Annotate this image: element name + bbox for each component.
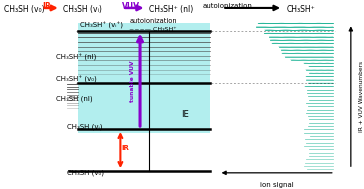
Text: CH₃SH⁺: CH₃SH⁺ bbox=[286, 5, 315, 14]
Text: CH₃SH (v₀): CH₃SH (v₀) bbox=[67, 170, 104, 177]
Text: CH₃SH (v₀): CH₃SH (v₀) bbox=[4, 5, 45, 14]
Text: CH₃SH⁺ (vᵢ⁺): CH₃SH⁺ (vᵢ⁺) bbox=[80, 22, 123, 29]
Text: autoionization: autoionization bbox=[203, 3, 253, 9]
Text: tunable VUV: tunable VUV bbox=[130, 60, 135, 101]
Text: VUV: VUV bbox=[122, 2, 140, 11]
Text: IR + VUV Wavenumbers: IR + VUV Wavenumbers bbox=[359, 61, 364, 132]
Text: CH₃SH (vᵢ): CH₃SH (vᵢ) bbox=[67, 123, 102, 130]
Text: ~~~— CH₃SH⁺: ~~~— CH₃SH⁺ bbox=[129, 27, 177, 32]
Text: CH₃SH⁺ (nl): CH₃SH⁺ (nl) bbox=[56, 53, 96, 61]
FancyBboxPatch shape bbox=[78, 23, 210, 133]
Text: CH₃SH⁺ (nl): CH₃SH⁺ (nl) bbox=[149, 5, 193, 14]
Text: CH₃SH (nl): CH₃SH (nl) bbox=[56, 96, 93, 102]
Text: IE: IE bbox=[181, 110, 189, 119]
Text: CH₃SH⁺ (v₀): CH₃SH⁺ (v₀) bbox=[56, 76, 97, 83]
Text: IR: IR bbox=[122, 145, 130, 151]
Text: IR: IR bbox=[42, 2, 51, 11]
Text: autoionization: autoionization bbox=[129, 18, 177, 24]
Text: ion signal: ion signal bbox=[260, 182, 294, 188]
Text: CH₃SH (vᵢ): CH₃SH (vᵢ) bbox=[63, 5, 102, 14]
